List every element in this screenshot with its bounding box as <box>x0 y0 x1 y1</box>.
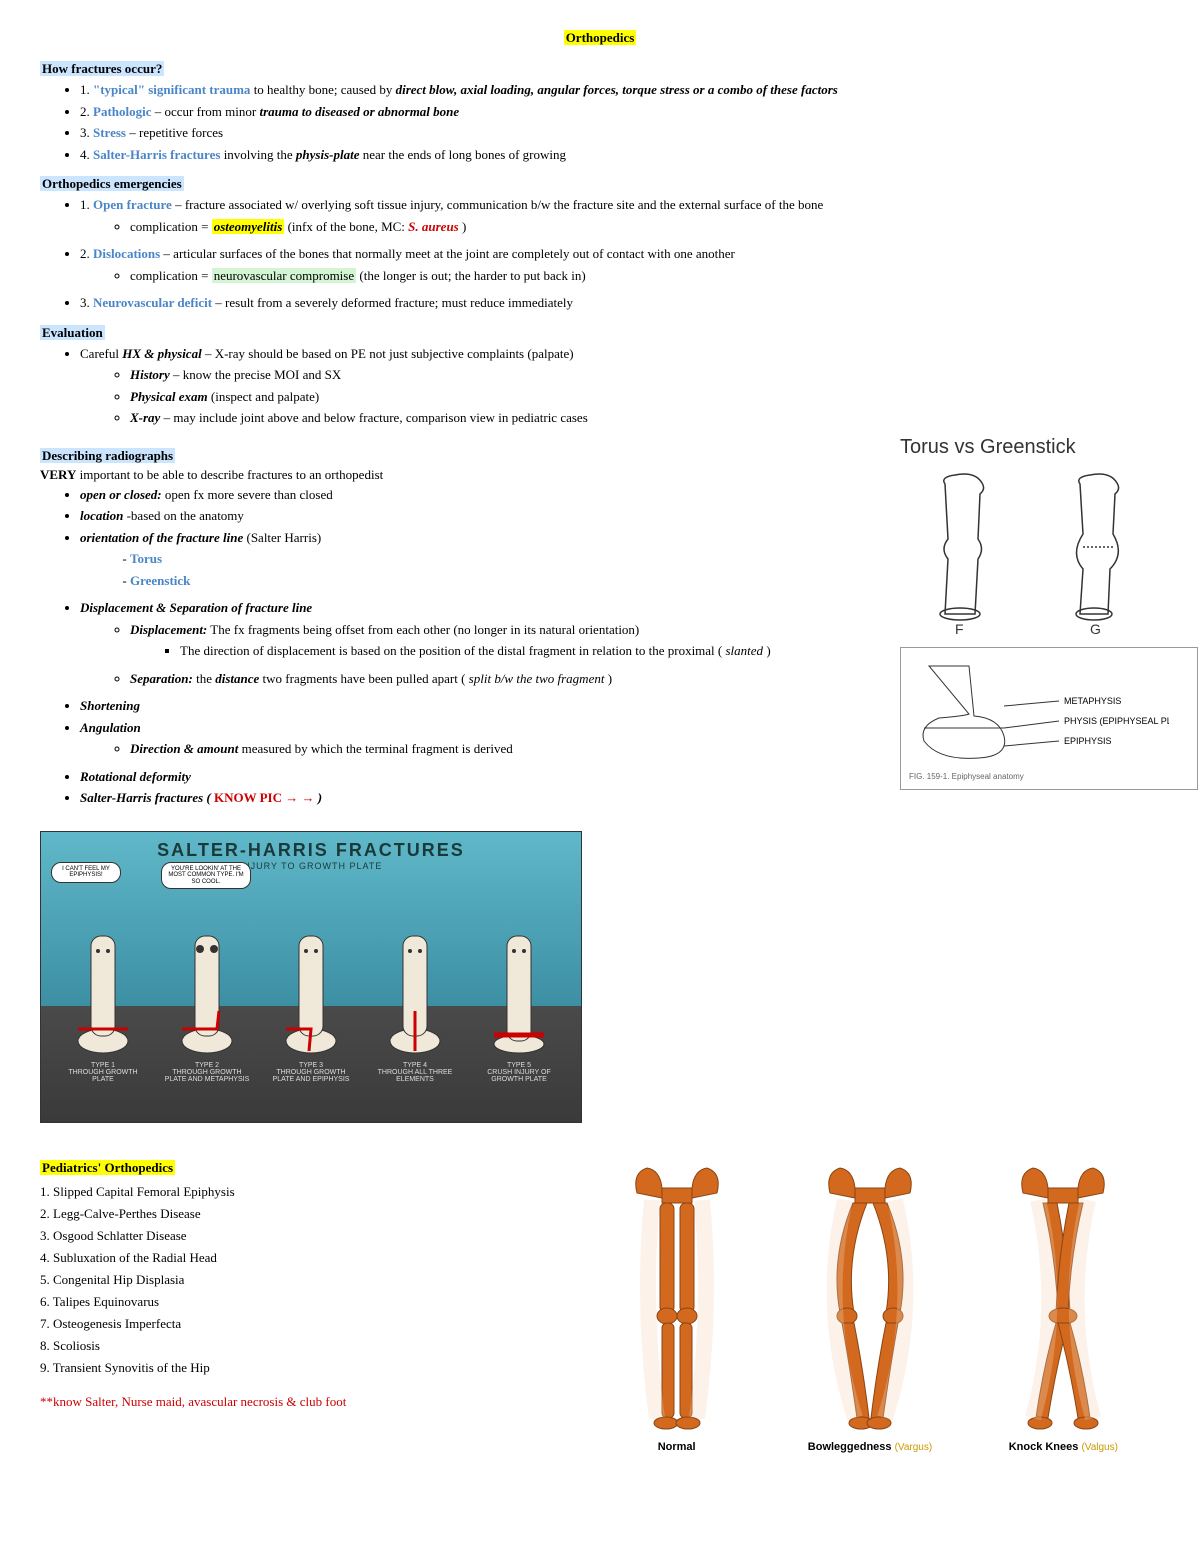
list-item: open or closed: open fx more severe than… <box>80 485 880 505</box>
label-g: G <box>1090 621 1101 637</box>
salter-title: SALTER-HARRIS FRACTURES <box>41 832 581 861</box>
list-item: Direction & amount measured by which the… <box>130 739 880 759</box>
label-physis: PHYSIS (EPIPHYSEAL PLATE) <box>1064 716 1169 726</box>
page-title: Orthopedics <box>40 30 1160 46</box>
section-head-emergencies: Orthopedics emergencies <box>40 176 1160 192</box>
bone-icon <box>177 916 237 1056</box>
bone-icon <box>73 916 133 1056</box>
title-text: Orthopedics <box>564 30 637 45</box>
list-item: 2. Pathologic – occur from minor trauma … <box>80 102 1160 122</box>
fractures-list: 1. "typical" significant trauma to healt… <box>40 80 1160 164</box>
salter-sub: INJURY TO GROWTH PLATE <box>41 861 581 871</box>
radiographs-list: open or closed: open fx more severe than… <box>40 485 880 808</box>
section-head-evaluation: Evaluation <box>40 325 1160 341</box>
bone-icon <box>281 916 341 1056</box>
skeleton-normal-icon <box>602 1158 752 1438</box>
bone-icon <box>489 916 549 1056</box>
anatomy-diagram: METAPHYSIS PHYSIS (EPIPHYSEAL PLATE) EPI… <box>900 647 1198 790</box>
speech-bubble: I CAN'T FEEL MY EPIPHYSIS! <box>51 862 121 883</box>
list-item: 2. Legg-Calve-Perthes Disease <box>40 1203 580 1225</box>
torus-diagram: Torus vs Greenstick F G <box>900 436 1160 790</box>
list-item: Shortening <box>80 696 880 716</box>
salter-harris-image: SALTER-HARRIS FRACTURES INJURY TO GROWTH… <box>40 831 582 1123</box>
list-item: Torus <box>130 549 880 569</box>
bone-icon <box>385 916 445 1056</box>
list-item: 4. Salter-Harris fractures involving the… <box>80 145 1160 165</box>
torus-title: Torus vs Greenstick <box>900 436 1160 459</box>
list-item: 3. Stress – repetitive forces <box>80 123 1160 143</box>
list-item: Rotational deformity <box>80 767 880 787</box>
list-item: Salter-Harris fractures ( KNOW PIC → → ) <box>80 788 880 808</box>
list-item: complication = osteomyelitis (infx of th… <box>130 217 1160 237</box>
list-item: 3. Neurovascular deficit – result from a… <box>80 293 1160 313</box>
section-head-pediatrics: Pediatrics' Orthopedics <box>40 1160 580 1176</box>
anatomy-caption: FIG. 159-1. Epiphyseal anatomy <box>909 772 1189 781</box>
skeleton-vargus-icon <box>795 1158 945 1438</box>
list-item: 5. Congenital Hip Displasia <box>40 1269 580 1291</box>
pediatrics-list: 1. Slipped Capital Femoral Epiphysis 2. … <box>40 1181 580 1380</box>
list-item: X-ray – may include joint above and belo… <box>130 408 1160 428</box>
list-item: 1. Slipped Capital Femoral Epiphysis <box>40 1181 580 1203</box>
list-item: Displacement & Separation of fracture li… <box>80 598 880 688</box>
list-item: Angulation Direction & amount measured b… <box>80 718 880 759</box>
note-text: **know Salter, Nurse maid, avascular nec… <box>40 1394 580 1410</box>
list-item: 2. Dislocations – articular surfaces of … <box>80 244 1160 285</box>
label-f: F <box>955 621 964 637</box>
emergencies-list: 1. Open fracture – fracture associated w… <box>40 195 1160 313</box>
list-item: Careful HX & physical – X-ray should be … <box>80 344 1160 428</box>
list-item: location -based on the anatomy <box>80 506 880 526</box>
skeleton-label: Knock Knees (Valgus) <box>988 1441 1138 1453</box>
section-head-radiographs: Describing radiographs <box>40 448 880 464</box>
list-item: Greenstick <box>130 571 880 591</box>
list-item: 3. Osgood Schlatter Disease <box>40 1225 580 1247</box>
list-item: 1. Open fracture – fracture associated w… <box>80 195 1160 236</box>
list-item: orientation of the fracture line (Salter… <box>80 528 880 591</box>
salter-type-row: TYPE 1THROUGH GROWTH PLATE TYPE 2THROUGH… <box>41 1062 581 1083</box>
list-item: The direction of displacement is based o… <box>180 641 880 661</box>
list-item: 8. Scoliosis <box>40 1335 580 1357</box>
skeleton-label: Bowleggedness (Vargus) <box>795 1441 945 1453</box>
list-item: 1. "typical" significant trauma to healt… <box>80 80 1160 100</box>
list-item: 9. Transient Synovitis of the Hip <box>40 1357 580 1379</box>
label-metaphysis: METAPHYSIS <box>1064 696 1121 706</box>
list-item: 7. Osteogenesis Imperfecta <box>40 1313 580 1335</box>
list-item: History – know the precise MOI and SX <box>130 365 1160 385</box>
lead-text: VERY important to be able to describe fr… <box>40 467 880 483</box>
skeleton-valgus-icon <box>988 1158 1138 1438</box>
list-item: complication = neurovascular compromise … <box>130 266 1160 286</box>
section-head-fractures: How fractures occur? <box>40 61 1160 77</box>
list-item: 6. Talipes Equinovarus <box>40 1291 580 1313</box>
list-item: Displacement: The fx fragments being off… <box>130 620 880 661</box>
list-item: Physical exam (inspect and palpate) <box>130 387 1160 407</box>
list-item: 4. Subluxation of the Radial Head <box>40 1247 580 1269</box>
label-epiphysis: EPIPHYSIS <box>1064 736 1112 746</box>
evaluation-list: Careful HX & physical – X-ray should be … <box>40 344 1160 428</box>
skeleton-diagram: Normal Bowleggedness (Vargus) <box>580 1148 1160 1453</box>
speech-bubble: YOU'RE LOOKIN' AT THE MOST COMMON TYPE. … <box>161 862 251 890</box>
torus-svg: F G <box>900 469 1160 639</box>
list-item: Separation: the distance two fragments h… <box>130 669 880 689</box>
skeleton-label: Normal <box>602 1441 752 1453</box>
